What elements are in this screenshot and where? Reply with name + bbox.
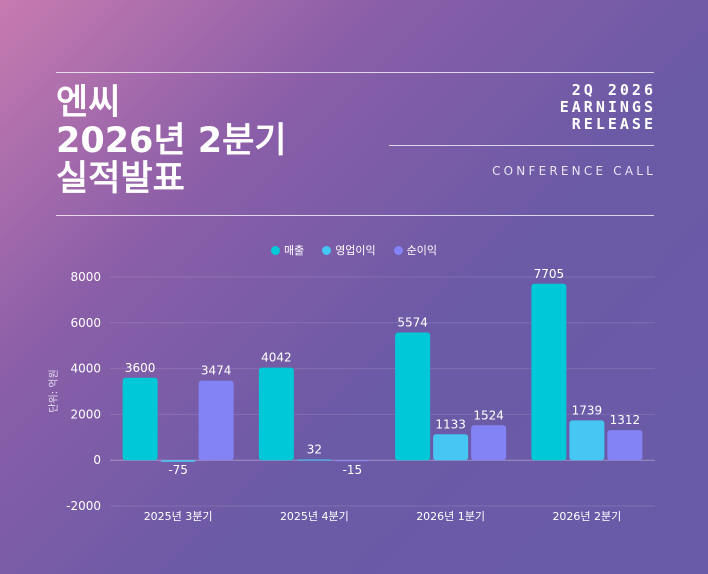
data-label: 4042 [261, 351, 292, 365]
bar [433, 434, 469, 461]
data-label: 3474 [201, 364, 232, 378]
legend-item-revenue: 매출 [270, 242, 305, 258]
title-line-1: 엔씨 [56, 83, 121, 123]
y-axis-label: 단위: 억원 [47, 369, 60, 412]
legend: 매출 영업이익 순이익 [0, 242, 708, 258]
data-label: -15 [343, 463, 363, 477]
top-rule [56, 72, 654, 73]
right-line-2: EARNINGS [559, 98, 656, 116]
bottom-rule [56, 215, 654, 216]
legend-dot-revenue [270, 245, 280, 255]
y-tick-label: 0 [93, 453, 101, 467]
x-tick-label: 2025년 4분기 [280, 510, 349, 523]
legend-dot-net [393, 245, 403, 255]
x-tick-label: 2026년 1분기 [416, 510, 485, 523]
legend-label-revenue: 매출 [283, 244, 305, 257]
bar [160, 460, 196, 462]
data-label: 1739 [572, 403, 603, 417]
legend-dot-operating [322, 245, 332, 255]
bar [122, 377, 158, 461]
legend-item-net: 순이익 [393, 242, 438, 258]
earnings-release-label: 2Q 2026 EARNINGS RELEASE [560, 82, 656, 133]
bar [258, 367, 294, 461]
y-tick-label: 2000 [70, 407, 101, 421]
data-label: -75 [168, 463, 188, 477]
title-line-3: 실적발표 [56, 159, 185, 199]
bar [531, 283, 567, 461]
data-label: 5574 [397, 316, 428, 330]
y-tick-label: -2000 [66, 499, 101, 513]
bar [607, 430, 643, 461]
data-label: 7705 [534, 267, 565, 281]
bar [395, 332, 431, 461]
x-tick-label: 2025년 3분기 [144, 510, 213, 523]
data-label: 1312 [610, 413, 641, 427]
bar [471, 425, 507, 461]
title-block: 엔씨 2026년 2분기 실적발표 [56, 84, 287, 198]
data-label: 1133 [435, 417, 466, 431]
right-line-3: RELEASE [571, 115, 656, 133]
bar [198, 380, 234, 461]
bar [296, 459, 332, 461]
legend-item-operating: 영업이익 [322, 242, 376, 258]
data-label: 1524 [473, 408, 504, 422]
mid-rule [389, 145, 654, 146]
right-line-1: 2Q 2026 [571, 81, 656, 99]
legend-label-operating: 영업이익 [335, 244, 376, 257]
bar [334, 460, 370, 462]
data-label: 32 [307, 442, 322, 456]
title-line-2: 2026년 2분기 [56, 121, 287, 161]
y-tick-label: 8000 [70, 270, 101, 284]
bar [569, 420, 605, 461]
x-tick-label: 2026년 2분기 [552, 510, 621, 523]
legend-label-net: 순이익 [406, 244, 438, 257]
conference-call-label: CONFERENCE CALL [492, 164, 656, 178]
y-tick-label: 4000 [70, 362, 101, 376]
y-tick-label: 6000 [70, 316, 101, 330]
data-label: 3600 [125, 361, 156, 375]
